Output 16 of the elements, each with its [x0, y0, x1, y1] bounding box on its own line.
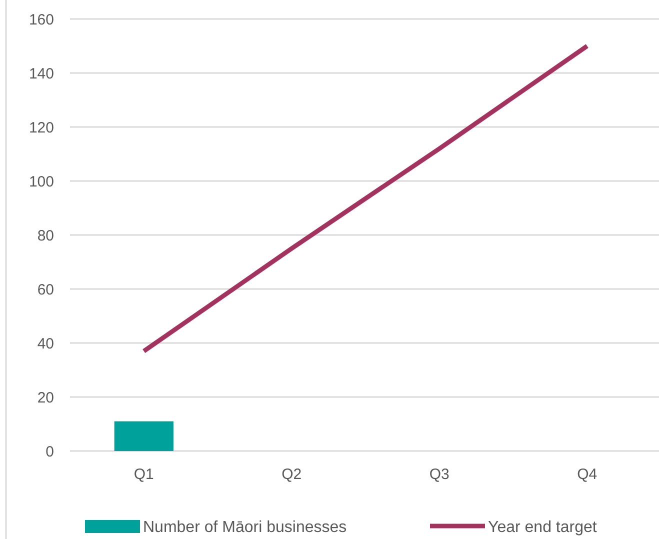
- x-tick-label: Q3: [429, 466, 450, 483]
- y-tick-label: 120: [28, 119, 54, 136]
- y-tick-label: 80: [37, 227, 54, 244]
- y-tick-label: 40: [37, 335, 54, 352]
- legend-label: Year end target: [488, 519, 598, 536]
- y-tick-label: 100: [28, 173, 54, 190]
- y-tick-label: 140: [28, 65, 54, 82]
- x-tick-label: Q2: [282, 466, 302, 483]
- y-tick-label: 0: [46, 443, 54, 460]
- x-tick-label: Q1: [134, 466, 154, 483]
- line-series: [142, 44, 590, 354]
- y-tick-label: 20: [37, 389, 54, 406]
- legend-label: Number of Māori businesses: [143, 519, 347, 536]
- y-tick-label: 60: [37, 281, 54, 298]
- y-tick-label: 160: [28, 11, 54, 28]
- x-tick-label: Q4: [577, 466, 598, 483]
